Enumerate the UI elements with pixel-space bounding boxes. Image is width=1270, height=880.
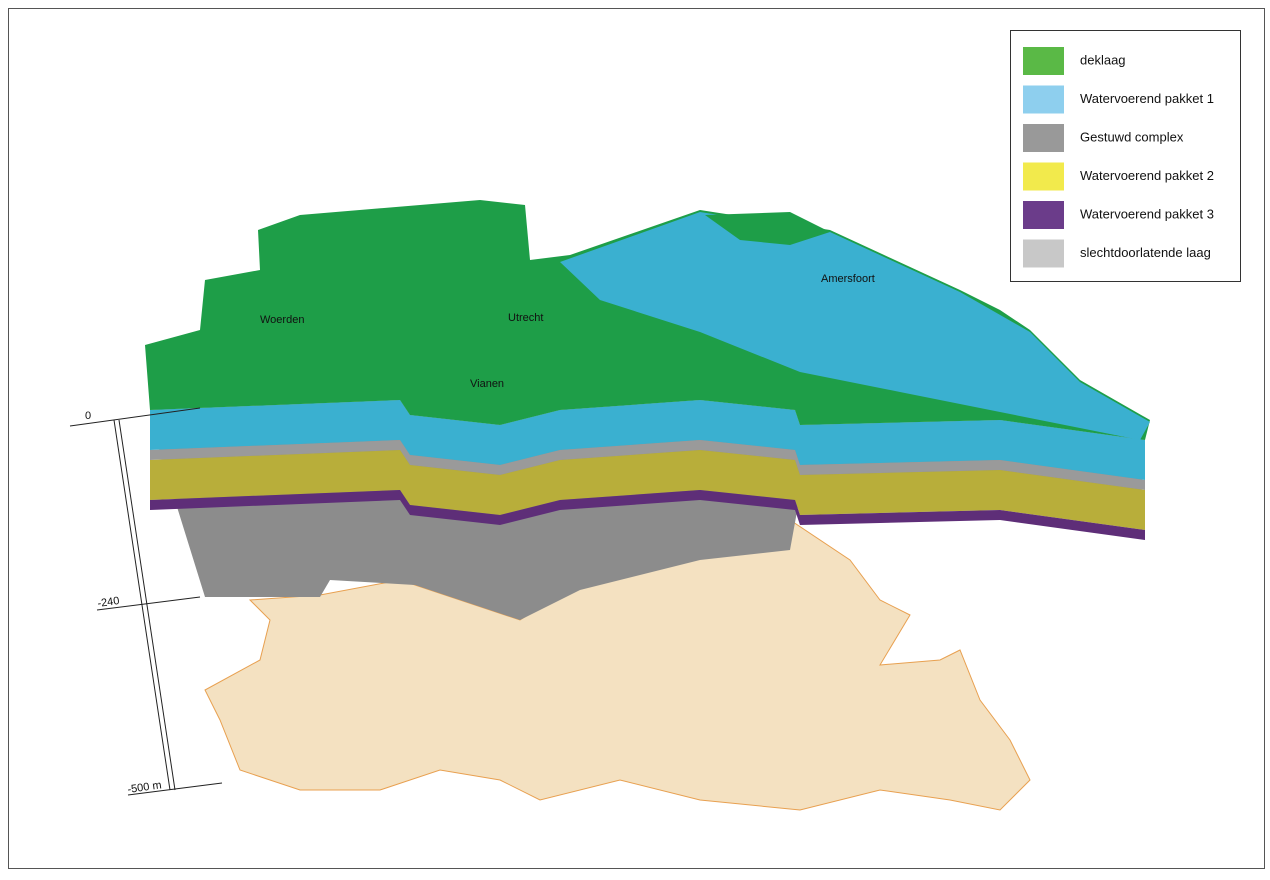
pakket1-surface xyxy=(560,212,1150,440)
place-label: Vianen xyxy=(470,378,504,390)
geological-block xyxy=(150,400,1145,620)
legend-swatch xyxy=(1023,162,1064,191)
place-label: Amersfoort xyxy=(821,273,875,285)
legend-swatch xyxy=(1023,85,1064,114)
place-label: Utrecht xyxy=(508,312,543,324)
clay-side xyxy=(150,440,1145,490)
legend-swatch xyxy=(1023,239,1064,268)
pakket1-side xyxy=(150,400,1145,480)
legend-label: Watervoerend pakket 3 xyxy=(1080,206,1214,221)
place-label: Woerden xyxy=(260,314,304,326)
legend-label: deklaag xyxy=(1080,52,1126,67)
legend-swatch xyxy=(1023,201,1064,229)
depth-label: -240 xyxy=(97,595,120,610)
legend-label: Gestuwd complex xyxy=(1080,129,1184,144)
legend-label: Watervoerend pakket 1 xyxy=(1080,91,1214,106)
depth-scale xyxy=(69,407,223,796)
deklaag-patch xyxy=(705,212,830,245)
top-surface xyxy=(145,200,1150,440)
pakket2-side xyxy=(150,450,1145,530)
legend-swatch xyxy=(1023,47,1064,75)
depth-label: 0 xyxy=(85,410,91,422)
legend-label: Watervoerend pakket 2 xyxy=(1080,168,1214,183)
depth-label: -500 m xyxy=(127,779,163,796)
pakket3-side xyxy=(150,490,1145,540)
legend: deklaag Watervoerend pakket 1 Gestuwd comp… xyxy=(1010,30,1241,282)
legend-swatch xyxy=(1023,124,1064,152)
legend-label: slechtdoorlatende laag xyxy=(1080,245,1211,260)
